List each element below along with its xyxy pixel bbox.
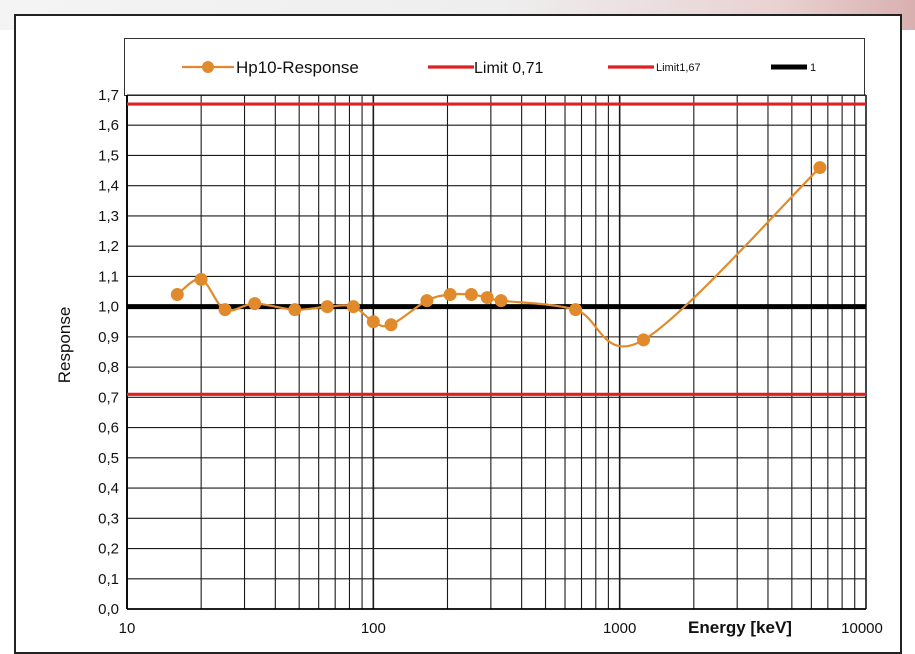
data-point: [288, 303, 302, 317]
legend-marker: [202, 61, 214, 73]
data-point: [366, 315, 380, 329]
data-point: [480, 291, 494, 305]
legend-entries: Hp10-Response Limit 0,71 Limit1,67 1: [182, 58, 816, 77]
y-tick-label: 0,2: [98, 541, 119, 558]
x-axis-ticks: 10 100 1000 10000: [119, 620, 883, 637]
data-point: [637, 333, 651, 347]
y-axis-ticks: 0,0 0,1 0,2 0,3 0,4 0,5 0,6 0,7 0,8 0,9 1,0 1,1 1,2 1…: [98, 87, 119, 618]
data-point: [813, 161, 827, 175]
y-tick-label: 1,1: [98, 268, 119, 285]
grid: [126, 94, 867, 610]
data-point: [194, 272, 208, 286]
y-tick-label: 1,6: [98, 117, 119, 134]
legend-label: Limit1,67: [656, 62, 701, 74]
chart-frame: [14, 14, 902, 654]
data-point: [569, 303, 583, 317]
y-tick-label: 1,7: [98, 87, 119, 104]
y-tick-label: 0,6: [98, 420, 119, 437]
data-point: [494, 294, 508, 308]
x-tick-label: 10: [119, 620, 136, 637]
x-tick-label: 10000: [841, 620, 883, 637]
y-tick-label: 0,7: [98, 389, 119, 406]
data-point: [170, 288, 184, 302]
x-tick-label: 100: [361, 620, 386, 637]
legend-label: Hp10-Response: [236, 58, 359, 77]
y-axis-title: Response: [55, 307, 74, 384]
x-tick-label: 1000: [603, 620, 636, 637]
y-tick-label: 0,1: [98, 571, 119, 588]
legend-label: Limit 0,71: [474, 60, 543, 77]
legend-label: 1: [810, 62, 816, 74]
y-tick-label: 1,5: [98, 147, 119, 164]
y-tick-label: 0,9: [98, 329, 119, 346]
data-point: [218, 303, 232, 317]
x-axis-title: Energy [keV]: [688, 618, 792, 637]
series-line: [176, 166, 821, 348]
y-tick-label: 0,8: [98, 359, 119, 376]
y-tick-label: 1,0: [98, 299, 119, 316]
series-hp10-response: [170, 161, 827, 348]
y-tick-label: 1,4: [98, 178, 119, 195]
data-point: [384, 318, 398, 332]
reference-lines: [127, 102, 866, 396]
data-point: [346, 300, 360, 314]
y-tick-label: 0,4: [98, 480, 119, 497]
data-point: [248, 297, 262, 311]
data-point: [420, 294, 434, 308]
y-tick-label: 0,3: [98, 510, 119, 527]
y-tick-label: 0,5: [98, 450, 119, 467]
y-tick-label: 0,0: [98, 601, 119, 618]
y-tick-label: 1,3: [98, 208, 119, 225]
y-tick-label: 1,2: [98, 238, 119, 255]
data-point: [320, 300, 334, 314]
data-point: [464, 288, 478, 302]
data-point: [443, 288, 457, 302]
